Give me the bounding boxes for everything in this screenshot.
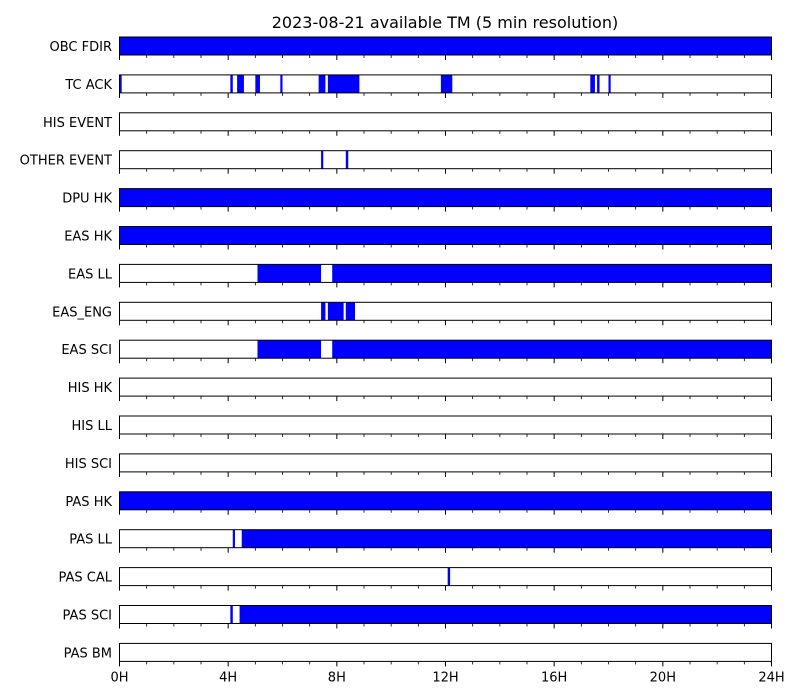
availability-bar xyxy=(321,150,324,169)
row-frame xyxy=(119,642,772,662)
availability-bar xyxy=(318,74,326,93)
row-frame xyxy=(119,377,772,397)
timeline-row: TC ACK xyxy=(64,74,772,98)
row-frame xyxy=(119,415,772,435)
timeline-row: HIS HK xyxy=(68,377,772,402)
timeline-row: HIS EVENT xyxy=(43,112,772,136)
row-frame xyxy=(119,567,772,587)
row-label: DPU HK xyxy=(62,192,112,207)
row-label: OBC FDIR xyxy=(50,40,113,55)
row-label: PAS LL xyxy=(69,533,113,548)
timeline-row: PAS SCI xyxy=(63,605,772,629)
availability-bar xyxy=(590,74,595,93)
availability-bar xyxy=(440,74,453,93)
availability-bar xyxy=(230,605,233,624)
row-label: HIS LL xyxy=(72,419,113,434)
row-label: PAS CAL xyxy=(59,571,113,586)
availability-bar xyxy=(447,567,451,586)
timeline-row: OTHER EVENT xyxy=(20,150,772,174)
x-tick-label: 24H xyxy=(758,670,784,685)
availability-bar xyxy=(345,302,356,321)
x-tick-label: 12H xyxy=(432,670,458,685)
availability-bar xyxy=(597,74,600,93)
timeline-row: EAS HK xyxy=(64,226,772,250)
timeline-row: HIS LL xyxy=(72,415,772,439)
availability-bar xyxy=(119,37,772,55)
row-frame xyxy=(119,453,772,473)
availability-bar xyxy=(119,188,772,207)
row-label: EAS SCI xyxy=(61,343,112,358)
availability-bar xyxy=(257,264,322,283)
row-label: TC ACK xyxy=(64,78,112,93)
row-label: OTHER EVENT xyxy=(20,154,112,169)
timeline-rows: OBC FDIR TC ACK HIS EVENT OTHER EVENT DPU HK… xyxy=(20,36,772,667)
timeline-row: DPU HK xyxy=(62,188,772,212)
row-frame xyxy=(119,150,772,170)
availability-bar xyxy=(232,529,235,548)
availability-bar xyxy=(119,491,772,510)
availability-bar xyxy=(332,340,772,359)
timeline-row: HIS SCI xyxy=(65,453,772,477)
availability-bar xyxy=(119,226,772,245)
availability-bar xyxy=(230,74,233,93)
availability-bar xyxy=(280,74,283,93)
availability-bar xyxy=(608,74,611,93)
availability-bar xyxy=(345,150,349,169)
chart-title: 2023-08-21 available TM (5 min resolutio… xyxy=(272,13,618,32)
timeline-row: EAS LL xyxy=(68,263,772,288)
row-frame xyxy=(119,112,772,132)
x-tick-label: 16H xyxy=(541,670,567,685)
row-label: HIS EVENT xyxy=(43,116,112,131)
availability-bar xyxy=(239,605,772,624)
x-tick-label: 20H xyxy=(650,670,676,685)
row-label: EAS LL xyxy=(68,267,113,282)
availability-bar xyxy=(241,529,772,548)
availability-bar xyxy=(327,74,360,93)
timeline-row: PAS LL xyxy=(69,529,772,553)
availability-bar xyxy=(332,264,772,283)
timeline-row: EAS_ENG xyxy=(52,301,772,326)
timeline-row: PAS BM xyxy=(64,642,772,667)
availability-bar xyxy=(257,340,322,359)
x-tick-label: 8H xyxy=(328,670,346,685)
timeline-row: OBC FDIR xyxy=(50,36,772,60)
row-label: EAS_ENG xyxy=(52,305,112,320)
row-label: HIS HK xyxy=(68,381,113,396)
row-label: EAS HK xyxy=(64,230,112,245)
timeline-row: EAS SCI xyxy=(61,339,772,364)
timeline-row: PAS HK xyxy=(65,491,772,515)
timeline-row: PAS CAL xyxy=(59,567,772,591)
row-label: PAS BM xyxy=(64,646,112,661)
row-frame xyxy=(119,301,772,321)
row-label: PAS HK xyxy=(65,495,112,510)
row-label: PAS SCI xyxy=(63,609,112,624)
row-label: HIS SCI xyxy=(65,457,112,472)
availability-bar xyxy=(255,74,260,93)
availability-bar xyxy=(119,74,122,93)
availability-bar xyxy=(237,74,244,93)
availability-bar xyxy=(321,302,326,321)
x-axis: 0H 4H 8H 12H 16H 20H 24H xyxy=(110,670,784,685)
availability-bar xyxy=(327,302,344,321)
x-tick-label: 4H xyxy=(219,670,237,685)
x-tick-label: 0H xyxy=(110,670,128,685)
